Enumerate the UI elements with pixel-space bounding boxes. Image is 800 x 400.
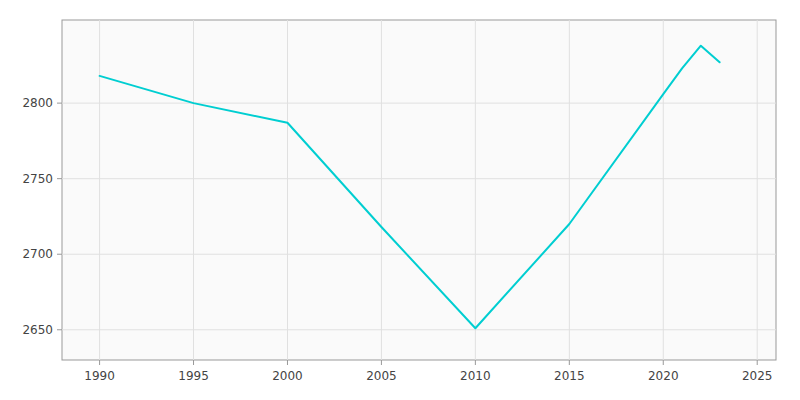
tick-y	[57, 178, 62, 179]
grid-line-x	[663, 20, 664, 360]
grid-line-y	[62, 254, 776, 255]
tick-label-y: 2650	[22, 323, 53, 337]
grid-line-y	[62, 329, 776, 330]
grid-line-y	[62, 103, 776, 104]
grid-line-x	[193, 20, 194, 360]
tick-label-x: 1995	[178, 369, 209, 383]
grid-line-x	[569, 20, 570, 360]
tick-x	[193, 360, 194, 365]
data-line	[100, 46, 720, 329]
tick-y	[57, 103, 62, 104]
grid-line-y	[62, 178, 776, 179]
tick-label-y: 2750	[22, 172, 53, 186]
tick-label-x: 2025	[742, 369, 773, 383]
grid-line-x	[287, 20, 288, 360]
tick-label-x: 2005	[366, 369, 397, 383]
grid-line-x	[99, 20, 100, 360]
tick-x	[757, 360, 758, 365]
tick-label-x: 2010	[460, 369, 491, 383]
tick-x	[287, 360, 288, 365]
plot-frame	[62, 20, 776, 360]
tick-x	[663, 360, 664, 365]
tick-y	[57, 254, 62, 255]
tick-label-y: 2800	[22, 96, 53, 110]
chart: 1990 1995 2000 2005 2010 2015 2020 2025 2650 2700…	[0, 0, 800, 400]
tick-x	[475, 360, 476, 365]
tick-x	[99, 360, 100, 365]
tick-label-x: 1990	[84, 369, 115, 383]
tick-label-x: 2015	[554, 369, 585, 383]
grid	[62, 20, 776, 360]
tick-x	[569, 360, 570, 365]
tick-y	[57, 329, 62, 330]
tick-label-x: 2000	[272, 369, 303, 383]
tick-label-y: 2700	[22, 247, 53, 261]
tick-x	[381, 360, 382, 365]
grid-line-x	[381, 20, 382, 360]
grid-line-x	[475, 20, 476, 360]
tick-label-x: 2020	[648, 369, 679, 383]
plot-area	[100, 46, 720, 329]
axes: 1990 1995 2000 2005 2010 2015 2020 2025 2650 2700…	[22, 96, 772, 383]
page: {"chart_data": {"type": "line", "x": [19…	[0, 0, 800, 400]
grid-line-x	[757, 20, 758, 360]
